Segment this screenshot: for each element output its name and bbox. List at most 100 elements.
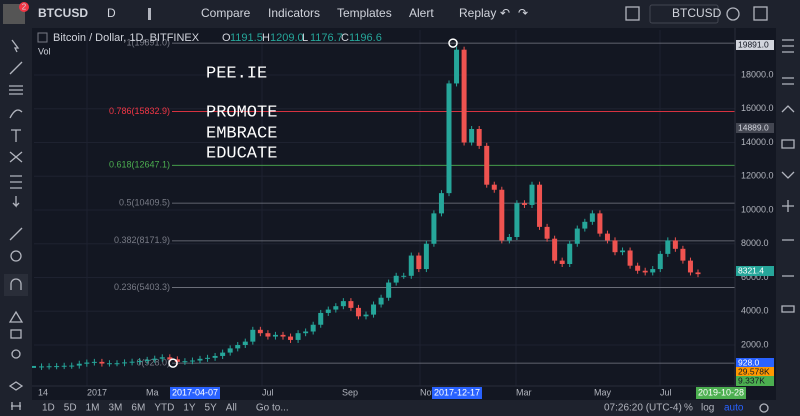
goto-button[interactable]: Go to... [256,403,289,414]
fib-label: 0.5(10409.5) [119,197,170,207]
legend-high: 1209.0 [270,32,304,44]
annotation-line: PROMOTE [206,103,277,122]
candle [604,233,610,241]
templates[interactable]: Templates [337,6,392,20]
settings-small[interactable] [759,403,769,413]
magnet-tool[interactable] [4,274,28,296]
range-button[interactable]: 5D [64,403,77,414]
compare[interactable]: Compare [201,6,251,20]
fib-tool[interactable] [9,85,23,95]
candle [582,221,588,229]
magnet-icon [10,278,22,290]
candle [288,336,294,340]
range-button[interactable]: 6M [131,403,145,414]
candle [212,355,218,358]
percent-toggle[interactable]: % [684,403,693,414]
alert[interactable]: Alert [409,6,434,20]
candle [39,366,45,368]
range-button[interactable]: All [226,403,237,414]
candle [61,365,67,367]
ruler-tool[interactable] [9,227,23,241]
candle [129,361,135,363]
settings[interactable] [726,7,740,21]
left-toolbar [0,28,32,416]
price-badge [736,376,774,386]
price-axis [735,28,776,400]
y-tick-label: 4000.0 [741,306,769,316]
candle [537,184,543,227]
candle [484,145,490,185]
candle [106,363,112,365]
range-button[interactable]: 5Y [205,403,218,414]
price-badge-text: 19891.0 [738,39,769,49]
candle [84,362,90,364]
cursor-tool[interactable] [11,39,20,53]
x-tick-label: Jul [660,387,672,397]
candle [235,345,241,349]
layers-tool[interactable] [8,381,24,391]
arrow-tool[interactable] [12,196,20,208]
auto-toggle[interactable]: auto [724,403,744,414]
redo[interactable]: ↷ [518,6,528,20]
candle [597,213,603,234]
candle [69,365,75,367]
candle [272,334,278,337]
undo[interactable]: ↶ [500,6,510,20]
range-button[interactable]: 1M [86,403,100,414]
fib-label: 0.618(12647.1) [109,160,170,170]
candle [122,362,128,364]
range-button[interactable]: 1Y [183,403,196,414]
candle [386,282,392,298]
candle [514,203,520,237]
candle [363,314,369,317]
candle [348,301,354,308]
y-tick-label: 10000.0 [741,204,774,214]
layout-button[interactable] [625,6,640,21]
eye-tool[interactable] [11,349,21,359]
candle [144,359,150,362]
range-buttons: 1D 5D 1M 3M 6M YTD 1Y 5Y All Go to... [42,403,289,414]
candle [295,333,301,340]
collapse-button[interactable] [37,32,48,43]
candle [416,255,422,270]
text-tool[interactable] [11,129,21,142]
range-button[interactable]: 1D [42,403,55,414]
brush-tool[interactable] [9,109,23,119]
range-button[interactable]: 3M [109,403,123,414]
symbol-box[interactable] [649,4,719,24]
candle [680,248,686,261]
time-badge [432,387,482,399]
candle [650,269,656,273]
fullscreen[interactable] [753,6,768,21]
candle [32,365,36,368]
trash-tool[interactable] [11,402,21,410]
interval[interactable]: D [107,6,116,20]
time-badge [696,387,746,399]
y-tick-label: 12000.0 [741,171,774,181]
price-badge-text: 29.578K [738,366,770,376]
prediction-tool[interactable] [10,175,22,189]
price-badge-text: 928.0 [738,357,760,367]
range-button[interactable]: YTD [154,403,174,414]
candle-icon[interactable] [148,8,151,20]
fib-anchor[interactable] [168,358,178,368]
replay[interactable]: Replay [459,6,496,20]
log-toggle[interactable]: log [701,403,714,414]
candle [257,329,263,334]
annotation: PEE.IE PROMOTE EMBRACE EDUCATE [206,64,277,163]
fib-label: 0(928.0) [136,357,170,367]
symbol[interactable]: BTCUSD [38,6,88,20]
sidebar-icons[interactable] [781,39,795,313]
trendline-tool[interactable] [9,61,23,75]
clock: 07:26:20 (UTC-4) [604,403,682,414]
fib-anchor[interactable] [448,38,458,48]
pattern-tool[interactable] [9,151,23,163]
zoom-tool[interactable] [10,250,22,262]
legend-close: 1196.6 [349,32,382,44]
candle [325,309,331,313]
lock-drawings[interactable] [10,329,22,339]
lock-tool[interactable] [8,310,24,323]
x-tick-label: 2017-04-07 [172,387,218,397]
indicators[interactable]: Indicators [268,6,320,20]
